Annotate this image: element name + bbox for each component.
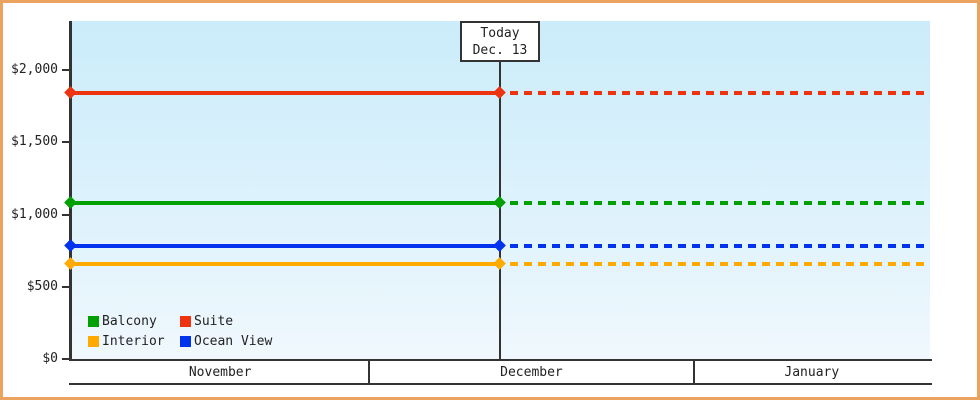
month-label: November bbox=[188, 365, 252, 380]
series-line-dashed bbox=[510, 261, 930, 266]
y-tick-mark bbox=[62, 358, 71, 360]
legend-label: Balcony bbox=[102, 313, 157, 329]
y-tick-label: $500 bbox=[26, 278, 58, 294]
month-label: December bbox=[500, 365, 563, 380]
y-tick-mark bbox=[62, 69, 71, 72]
series-line-dashed bbox=[510, 201, 930, 205]
today-annotation-line2: Dec. 13 bbox=[472, 43, 528, 58]
y-tick-mark bbox=[62, 213, 71, 216]
y-tick-label: $0 bbox=[42, 351, 58, 366]
legend-item: Balcony bbox=[88, 311, 180, 331]
today-annotation: Today Dec. 13 bbox=[460, 21, 540, 62]
series-line-solid bbox=[71, 91, 500, 96]
legend: Balcony Suite Interior Ocean View bbox=[88, 311, 272, 351]
month-separator bbox=[368, 361, 371, 383]
y-axis-line bbox=[69, 21, 72, 361]
y-tick-label: $1,500 bbox=[11, 134, 58, 150]
legend-swatch-icon bbox=[88, 315, 99, 327]
legend-swatch-icon bbox=[180, 315, 191, 327]
legend-label: Ocean View bbox=[194, 333, 273, 349]
legend-item: Ocean View bbox=[180, 331, 272, 351]
month-label: January bbox=[784, 365, 840, 380]
series-line-dashed bbox=[510, 91, 930, 96]
today-vertical-line bbox=[499, 60, 501, 361]
series-line-solid bbox=[71, 261, 500, 266]
series-line-solid bbox=[71, 201, 500, 205]
series-line-solid bbox=[71, 244, 500, 249]
y-tick-label: $1,000 bbox=[11, 206, 58, 222]
legend-item: Suite bbox=[180, 311, 272, 331]
y-tick-mark bbox=[62, 285, 71, 288]
y-tick-mark bbox=[62, 141, 71, 144]
y-tick-label: $2,000 bbox=[11, 62, 58, 78]
legend-item: Interior bbox=[88, 331, 180, 351]
month-separator bbox=[692, 361, 695, 383]
month-band-bottom-line bbox=[69, 383, 932, 385]
legend-label: Interior bbox=[102, 333, 165, 349]
legend-swatch-icon bbox=[88, 335, 99, 347]
series-line-dashed bbox=[510, 244, 930, 249]
today-annotation-line1: Today bbox=[480, 26, 520, 41]
legend-swatch-icon bbox=[180, 335, 191, 347]
legend-label: Suite bbox=[194, 313, 234, 329]
